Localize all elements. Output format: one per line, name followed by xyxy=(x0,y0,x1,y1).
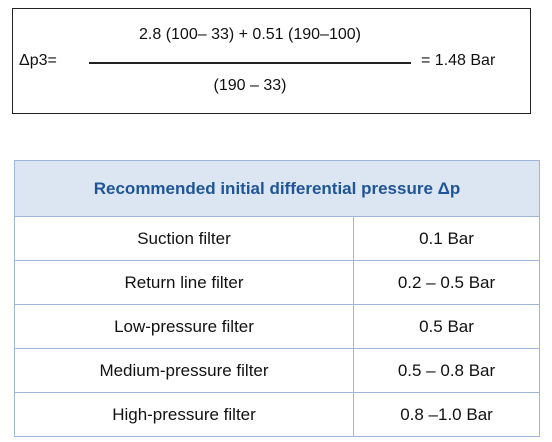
denominator: (190 – 33) xyxy=(213,77,287,94)
filter-cell: Low-pressure filter xyxy=(14,304,354,349)
fraction-line xyxy=(89,62,411,64)
filter-cell: Return line filter xyxy=(14,260,354,305)
filter-cell: High-pressure filter xyxy=(14,392,354,437)
table-title: Recommended initial differential pressur… xyxy=(14,160,540,217)
formula-box: Δp3= 2.8 (100– 33) + 0.51 (190–100) (190… xyxy=(12,8,531,114)
table-row: Medium-pressure filter 0.5 – 0.8 Bar xyxy=(14,348,540,393)
pressure-cell: 0.8 –1.0 Bar xyxy=(353,392,540,437)
pressure-cell: 0.1 Bar xyxy=(353,216,540,261)
table-body: Suction filter 0.1 Bar Return line filter 0… xyxy=(14,216,540,437)
table-row: Low-pressure filter 0.5 Bar xyxy=(14,304,540,349)
result: = 1.48 Bar xyxy=(421,52,496,69)
formula-label: Δp3= xyxy=(19,52,57,69)
pressure-cell: 0.2 – 0.5 Bar xyxy=(353,260,540,305)
numerator: 2.8 (100– 33) + 0.51 (190–100) xyxy=(139,26,361,43)
pressure-cell: 0.5 – 0.8 Bar xyxy=(353,348,540,393)
pressure-cell: 0.5 Bar xyxy=(353,304,540,349)
table-row: High-pressure filter 0.8 –1.0 Bar xyxy=(14,392,540,437)
filter-cell: Suction filter xyxy=(14,216,354,261)
filter-cell: Medium-pressure filter xyxy=(14,348,354,393)
pressure-table: Recommended initial differential pressur… xyxy=(14,160,540,437)
table-row: Return line filter 0.2 – 0.5 Bar xyxy=(14,260,540,305)
table-row: Suction filter 0.1 Bar xyxy=(14,216,540,261)
